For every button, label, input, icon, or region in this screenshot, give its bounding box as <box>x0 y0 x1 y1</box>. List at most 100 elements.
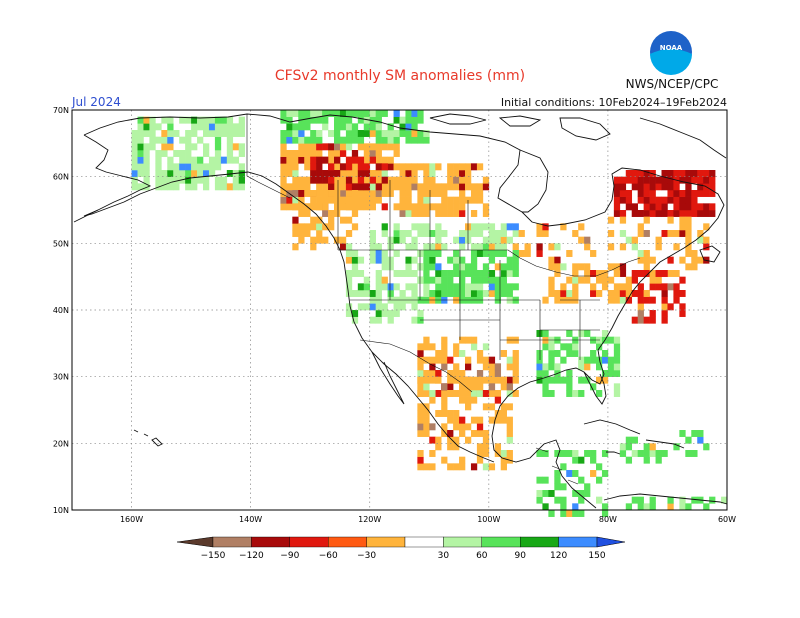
anomaly-cell <box>417 310 424 317</box>
anomaly-cell <box>578 490 585 497</box>
anomaly-cell <box>512 370 519 377</box>
anomaly-cell <box>518 250 525 257</box>
anomaly-cell <box>631 183 638 191</box>
anomaly-cell <box>441 423 448 431</box>
anomaly-cell <box>143 156 150 164</box>
anomaly-cell <box>298 110 305 117</box>
anomaly-cell <box>208 116 216 124</box>
anomaly-cell <box>363 110 371 117</box>
anomaly-cell <box>411 176 418 184</box>
lon-tick-label: 160W <box>120 515 143 524</box>
anomaly-cell <box>476 383 484 391</box>
anomaly-cell <box>542 230 549 237</box>
anomaly-cell <box>232 176 240 184</box>
anomaly-cell <box>453 376 460 384</box>
anomaly-cell <box>143 176 150 184</box>
colorbar-label: −150 <box>201 551 226 561</box>
anomaly-cell <box>393 143 400 151</box>
anomaly-cell <box>185 150 192 157</box>
anomaly-cell <box>435 443 442 451</box>
anomaly-cell <box>137 156 144 164</box>
anomaly-cell <box>429 250 436 257</box>
anomaly-cell <box>625 236 633 244</box>
anomaly-cell <box>339 236 347 244</box>
anomaly-cell <box>590 270 597 277</box>
anomaly-cell <box>453 250 460 257</box>
anomaly-cell <box>601 470 609 477</box>
anomaly-cell <box>131 183 138 191</box>
lon-tick-label: 60W <box>718 515 736 524</box>
anomaly-cell <box>339 136 347 144</box>
anomaly-cell <box>179 163 186 171</box>
anomaly-cell <box>536 450 543 457</box>
anomaly-cell <box>679 496 686 504</box>
anomaly-cell <box>304 150 311 157</box>
anomaly-cell <box>304 136 311 144</box>
anomaly-cell <box>441 403 448 411</box>
anomaly-cell <box>488 390 496 397</box>
anomaly-cell <box>292 203 299 211</box>
anomaly-cell <box>191 176 198 184</box>
anomaly-cell <box>482 430 490 437</box>
anomaly-cell <box>643 170 650 177</box>
anomaly-cell <box>447 276 454 284</box>
anomaly-cell <box>679 310 686 317</box>
anomaly-cell <box>328 190 335 197</box>
colorbar-label: −90 <box>280 551 299 561</box>
colorbar-swatch <box>289 536 329 548</box>
anomaly-cell <box>465 183 472 191</box>
anomaly-cell <box>131 143 138 151</box>
anomaly-cell <box>339 243 347 251</box>
anomaly-cell <box>470 210 478 217</box>
anomaly-cell <box>393 303 400 311</box>
anomaly-cell <box>369 290 376 297</box>
anomaly-cell <box>292 190 299 197</box>
anomaly-cell <box>393 150 400 157</box>
anomaly-cell <box>500 410 507 417</box>
anomaly-cell <box>417 410 424 417</box>
anomaly-cell <box>435 356 442 364</box>
anomaly-cell <box>328 130 335 137</box>
anomaly-cell <box>363 123 371 131</box>
anomaly-cell <box>685 210 692 217</box>
anomaly-cell <box>411 270 418 277</box>
anomaly-cell <box>631 276 638 284</box>
anomaly-cell <box>298 230 305 237</box>
anomaly-cell <box>673 196 680 204</box>
anomaly-cell <box>619 176 627 184</box>
anomaly-cell <box>351 123 359 131</box>
anomaly-cell <box>619 210 627 217</box>
anomaly-cell <box>441 270 448 277</box>
anomaly-cell <box>649 270 656 277</box>
anomaly-cell <box>405 256 412 264</box>
anomaly-cell <box>435 163 442 171</box>
anomaly-cell <box>512 363 519 371</box>
anomaly-cell <box>679 176 686 184</box>
anomaly-cell <box>161 116 168 124</box>
anomaly-cell <box>500 456 507 464</box>
anomaly-cell <box>667 196 674 204</box>
anomaly-cell <box>512 223 519 231</box>
anomaly-cell <box>322 176 329 184</box>
anomaly-cell <box>429 343 436 351</box>
anomaly-cell <box>411 123 418 131</box>
anomaly-cell <box>423 203 430 211</box>
anomaly-cell <box>369 250 376 257</box>
colorbar-swatch <box>328 536 367 548</box>
anomaly-cell <box>280 163 287 171</box>
anomaly-cell <box>601 270 609 277</box>
anomaly-cell <box>548 290 555 297</box>
anomaly-cell <box>322 110 329 117</box>
anomaly-cell <box>649 176 656 184</box>
anomaly-cell <box>447 283 454 291</box>
anomaly-cell <box>363 303 371 311</box>
anomaly-cell <box>292 110 299 117</box>
anomaly-cell <box>607 356 615 364</box>
anomaly-cell <box>339 216 347 224</box>
anomaly-cell <box>334 130 341 137</box>
anomaly-cell <box>197 116 204 124</box>
anomaly-cell <box>417 370 424 377</box>
anomaly-cell <box>381 203 388 211</box>
anomaly-cell <box>393 116 400 124</box>
anomaly-cell <box>584 243 591 251</box>
